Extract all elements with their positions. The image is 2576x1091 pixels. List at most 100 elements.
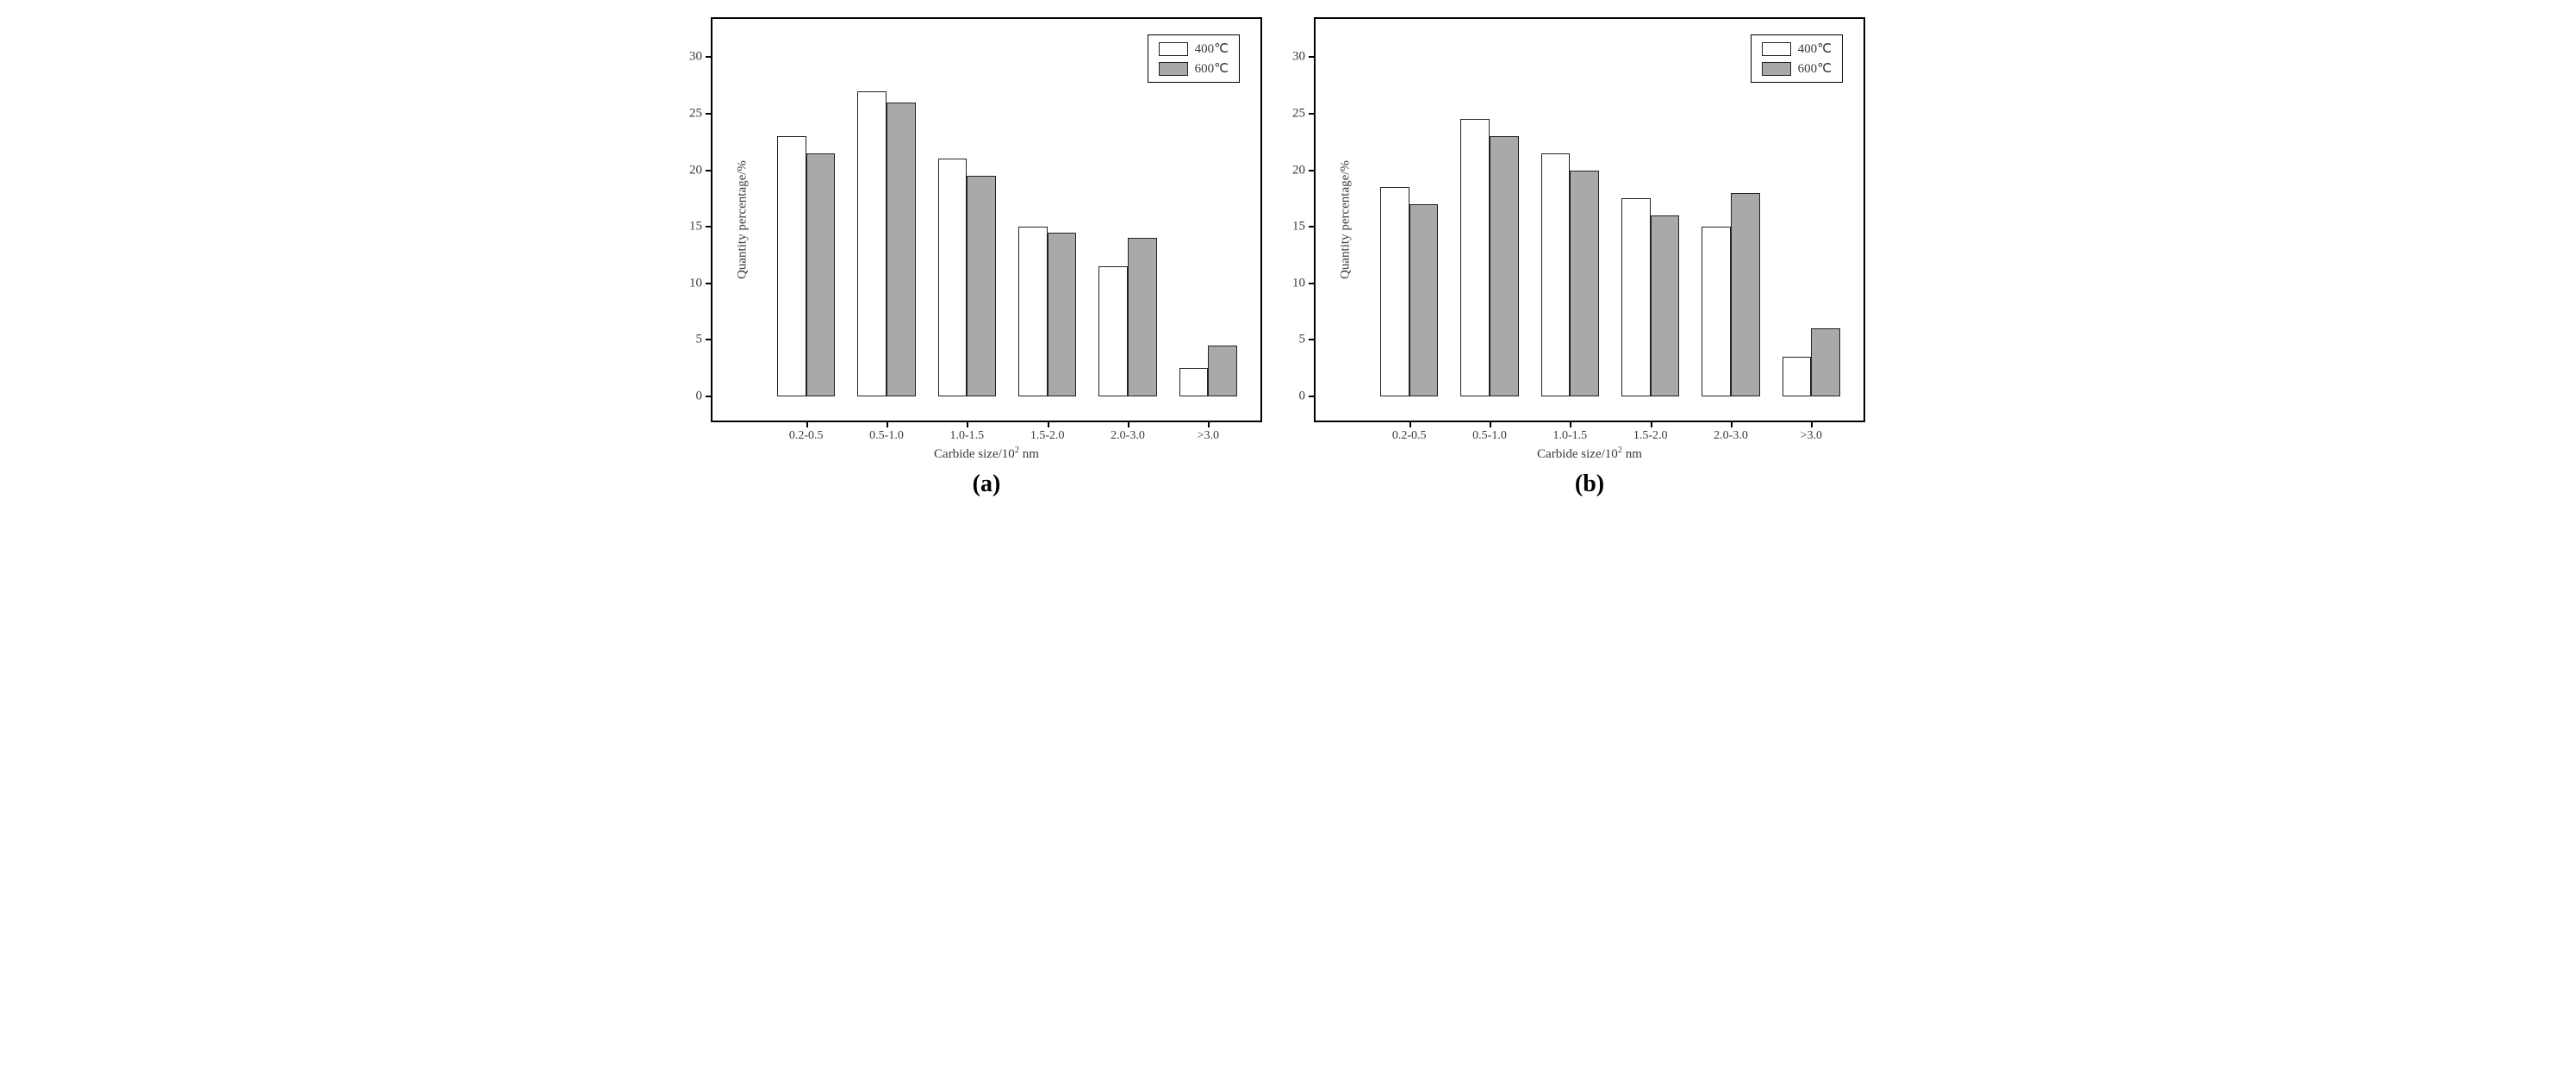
x-tick-label: 2.0-3.0 [1714,429,1748,443]
x-tick-label: 1.0-1.5 [1552,429,1587,443]
bar [1731,193,1760,396]
bar [1702,227,1731,396]
x-tick [1490,421,1491,427]
y-tick-label: 5 [696,333,703,347]
y-tick [706,396,712,397]
sublabel-b: (b) [1575,471,1604,498]
y-tick-label: 25 [1292,106,1305,121]
y-tick [706,113,712,115]
legend-label: 600℃ [1798,60,1832,77]
bar [1783,357,1812,396]
x-axis-label: Carbide size/102 nm [1537,446,1642,462]
y-tick [1309,339,1316,340]
y-tick-label: 10 [1292,276,1305,290]
x-tick [806,421,808,427]
y-tick-label: 15 [1292,220,1305,234]
x-tick-label: 1.0-1.5 [949,429,984,443]
legend: 400℃ 600℃ [1148,34,1240,83]
bar [967,176,996,396]
x-tick [967,421,968,427]
x-tick [1409,421,1411,427]
y-tick [706,283,712,284]
chart-a: 051015202530Quantity percentage/%0.2-0.5… [711,17,1262,422]
panel-b: 051015202530Quantity percentage/%0.2-0.5… [1314,17,1865,498]
legend-label: 600℃ [1195,60,1229,77]
bar [1621,198,1651,396]
y-tick [706,339,712,340]
y-tick-label: 15 [689,220,702,234]
y-tick [1309,226,1316,228]
bar [1460,119,1490,396]
panel-a: 051015202530Quantity percentage/%0.2-0.5… [711,17,1262,498]
x-tick-label: >3.0 [1801,429,1822,443]
x-tick-label: >3.0 [1198,429,1219,443]
x-tick [1731,421,1733,427]
y-tick-label: 0 [696,390,703,404]
y-tick [706,226,712,228]
x-tick [1048,421,1049,427]
x-tick [1208,421,1210,427]
chart-b: 051015202530Quantity percentage/%0.2-0.5… [1314,17,1865,422]
bar [1490,136,1519,396]
legend-swatch [1762,62,1791,76]
y-tick [706,170,712,171]
bar [1570,171,1599,397]
x-tick-label: 0.2-0.5 [1392,429,1427,443]
y-tick-label: 20 [1292,163,1305,178]
bar [1380,187,1409,396]
y-tick [1309,113,1316,115]
x-tick-label: 2.0-3.0 [1111,429,1145,443]
legend-row: 400℃ [1762,41,1832,57]
bar [1811,328,1840,396]
legend: 400℃ 600℃ [1751,34,1843,83]
bar [1018,227,1048,396]
legend-swatch [1159,42,1188,56]
bar [806,153,836,396]
y-tick [1309,283,1316,284]
x-tick [1651,421,1652,427]
bar [938,159,968,396]
bar [1208,346,1237,396]
x-axis-label: Carbide size/102 nm [934,446,1039,462]
y-tick [706,56,712,58]
legend-row: 400℃ [1159,41,1229,57]
y-tick [1309,56,1316,58]
y-tick-label: 25 [689,106,702,121]
y-tick-label: 30 [1292,50,1305,65]
bar [1048,233,1077,396]
x-tick [887,421,888,427]
bar [1179,368,1209,396]
sublabel-a: (a) [973,471,1001,498]
x-tick-label: 0.5-1.0 [869,429,904,443]
legend-row: 600℃ [1762,60,1832,77]
y-tick-label: 30 [689,50,702,65]
x-tick [1811,421,1813,427]
y-tick-label: 5 [1299,333,1306,347]
bar [887,103,916,396]
x-tick [1570,421,1571,427]
x-tick [1128,421,1129,427]
y-tick-label: 10 [689,276,702,290]
y-axis-label: Quantity percentage/% [1338,160,1353,279]
y-tick [1309,396,1316,397]
y-tick [1309,170,1316,171]
y-tick-label: 20 [689,163,702,178]
bar [1409,204,1439,396]
legend-label: 400℃ [1195,41,1229,57]
bar [857,91,887,396]
x-tick-label: 0.2-0.5 [789,429,824,443]
y-tick-label: 0 [1299,390,1306,404]
bar [777,136,806,396]
x-tick-label: 1.5-2.0 [1030,429,1065,443]
legend-swatch [1762,42,1791,56]
legend-row: 600℃ [1159,60,1229,77]
bar [1098,266,1128,396]
y-axis-label: Quantity percentage/% [735,160,750,279]
legend-swatch [1159,62,1188,76]
bar [1651,215,1680,396]
bar [1128,238,1157,396]
bar [1541,153,1571,396]
legend-label: 400℃ [1798,41,1832,57]
x-tick-label: 1.5-2.0 [1633,429,1668,443]
x-tick-label: 0.5-1.0 [1472,429,1507,443]
